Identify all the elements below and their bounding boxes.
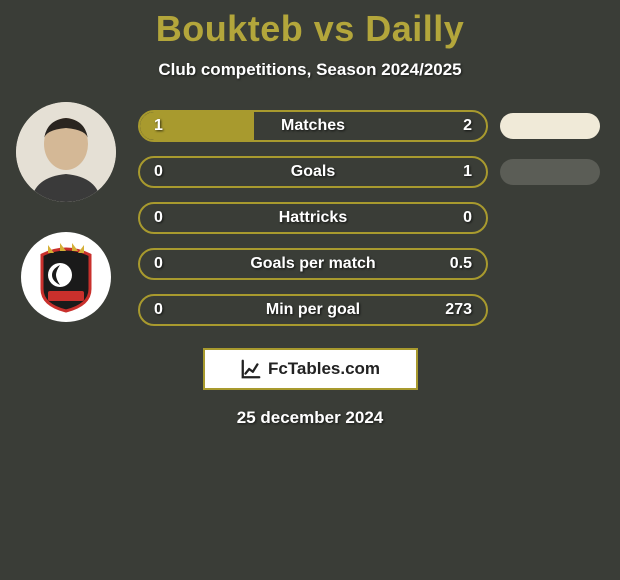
stat-right-value: 0.5: [450, 250, 472, 278]
stat-right-value: 1: [463, 158, 472, 186]
stat-label: Min per goal: [140, 296, 486, 324]
stat-bar: 0 1Goals: [138, 156, 488, 188]
stat-bar: 12Matches: [138, 110, 488, 142]
avatar-column: [8, 102, 123, 322]
stat-row: 12Matches: [138, 110, 600, 142]
stat-row: 0 0Hattricks: [138, 202, 600, 234]
stat-label: Goals per match: [140, 250, 486, 278]
stats-bars: 12Matches01Goals00Hattricks00.5Goals per…: [138, 110, 600, 326]
stat-row: 0 273Min per goal: [138, 294, 600, 326]
chart-icon: [240, 358, 262, 380]
page-title: Boukteb vs Dailly: [0, 0, 620, 50]
player-avatar: [16, 102, 116, 202]
page-subtitle: Club competitions, Season 2024/2025: [0, 60, 620, 80]
stat-label: Goals: [140, 158, 486, 186]
bar-fill-left: [140, 112, 254, 140]
stat-left-value: 0: [154, 250, 163, 278]
stat-left-value: 0: [154, 158, 163, 186]
date-line: 25 december 2024: [0, 408, 620, 428]
side-indicator: [500, 159, 600, 185]
club-crest-icon: [34, 241, 98, 313]
stat-right-value: 273: [445, 296, 472, 324]
branding-text: FcTables.com: [268, 359, 380, 379]
stat-left-value: 0: [154, 204, 163, 232]
stat-row: 0 0.5Goals per match: [138, 248, 600, 280]
stat-bar: 0 0.5Goals per match: [138, 248, 488, 280]
stat-left-value: 0: [154, 296, 163, 324]
player-avatar-icon: [16, 102, 116, 202]
stat-right-value: 0: [463, 204, 472, 232]
branding-box: FcTables.com: [203, 348, 418, 390]
stat-right-value: 2: [463, 112, 472, 140]
stat-label: Hattricks: [140, 204, 486, 232]
stat-row: 0 1Goals: [138, 156, 600, 188]
side-indicator: [500, 113, 600, 139]
stats-content: 12Matches01Goals00Hattricks00.5Goals per…: [0, 110, 620, 326]
club-badge: [21, 232, 111, 322]
stat-bar: 0 273Min per goal: [138, 294, 488, 326]
stat-bar: 0 0Hattricks: [138, 202, 488, 234]
